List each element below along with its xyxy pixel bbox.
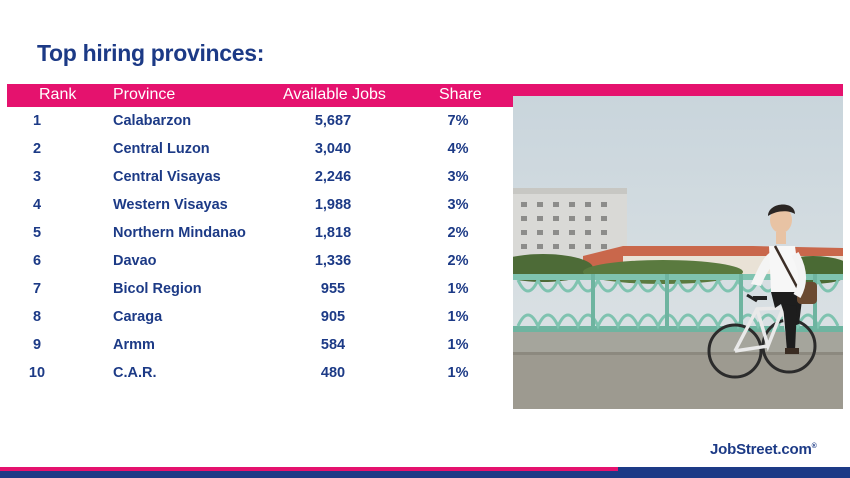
cell-rank: 6 — [32, 253, 42, 269]
cell-rank: 10 — [28, 365, 46, 381]
cell-province: Central Luzon — [113, 141, 210, 157]
cell-province: Davao — [113, 253, 157, 269]
table-row: 10 C.A.R. 480 1% — [7, 359, 513, 387]
page-title: Top hiring provinces: — [37, 40, 265, 66]
cell-province: Armm — [113, 337, 155, 353]
cell-jobs: 1,336 — [314, 253, 352, 269]
registered-mark: ® — [811, 443, 817, 450]
cell-province: C.A.R. — [113, 365, 157, 381]
cell-jobs: 1,818 — [314, 225, 352, 241]
cell-rank: 2 — [32, 141, 42, 157]
cell-rank: 4 — [32, 197, 42, 213]
cell-share: 2% — [447, 225, 469, 241]
cell-jobs: 5,687 — [314, 113, 352, 129]
cell-jobs: 3,040 — [314, 141, 352, 157]
cell-rank: 9 — [32, 337, 42, 353]
header-share: Share — [439, 86, 482, 103]
table-row: 3 Central Visayas 2,246 3% — [7, 163, 513, 191]
cell-share: 3% — [447, 169, 469, 185]
cell-share: 7% — [447, 113, 469, 129]
cell-jobs: 1,988 — [314, 197, 352, 213]
footer-brand-bar-top — [618, 467, 850, 471]
cell-province: Central Visayas — [113, 169, 221, 185]
cell-rank: 5 — [32, 225, 42, 241]
logo-text: JobStreet.com — [710, 441, 812, 458]
cell-share: 2% — [447, 253, 469, 269]
cell-jobs: 584 — [320, 337, 346, 353]
cell-jobs: 905 — [320, 309, 346, 325]
table-row: 4 Western Visayas 1,988 3% — [7, 191, 513, 219]
table-row: 6 Davao 1,336 2% — [7, 247, 513, 275]
table-header: Rank Province Available Jobs Share — [7, 84, 513, 107]
cell-share: 3% — [447, 197, 469, 213]
header-available-jobs: Available Jobs — [283, 86, 386, 103]
cell-jobs: 2,246 — [314, 169, 352, 185]
cell-rank: 1 — [32, 113, 42, 129]
table-row: 5 Northern Mindanao 1,818 2% — [7, 219, 513, 247]
table-row: 9 Armm 584 1% — [7, 331, 513, 359]
cell-jobs: 480 — [320, 365, 346, 381]
cell-rank: 7 — [32, 281, 42, 297]
table-row: 7 Bicol Region 955 1% — [7, 275, 513, 303]
cell-rank: 3 — [32, 169, 42, 185]
footer-brand-bar — [0, 471, 850, 478]
jobstreet-logo: JobStreet.com® — [710, 441, 817, 458]
man-on-bicycle-photo — [513, 96, 843, 409]
cell-share: 1% — [447, 337, 469, 353]
table-body: 1 Calabarzon 5,687 7% 2 Central Luzon 3,… — [7, 107, 513, 387]
table-row: 2 Central Luzon 3,040 4% — [7, 135, 513, 163]
cell-share: 1% — [447, 309, 469, 325]
cell-share: 1% — [447, 281, 469, 297]
table-row: 8 Caraga 905 1% — [7, 303, 513, 331]
cell-province: Western Visayas — [113, 197, 228, 213]
cell-province: Bicol Region — [113, 281, 202, 297]
cell-share: 4% — [447, 141, 469, 157]
cell-jobs: 955 — [320, 281, 346, 297]
cell-share: 1% — [447, 365, 469, 381]
header-rank: Rank — [39, 86, 77, 103]
table-row: 1 Calabarzon 5,687 7% — [7, 107, 513, 135]
cell-province: Calabarzon — [113, 113, 192, 129]
header-province: Province — [113, 86, 176, 103]
cell-province: Caraga — [113, 309, 163, 325]
cell-province: Northern Mindanao — [113, 225, 246, 241]
cell-rank: 8 — [32, 309, 42, 325]
footer-accent-bar — [0, 467, 618, 471]
